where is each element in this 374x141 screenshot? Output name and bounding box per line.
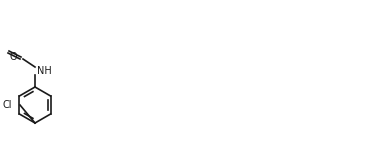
- Text: NH: NH: [37, 66, 52, 76]
- Text: O: O: [9, 52, 17, 62]
- Text: Cl: Cl: [3, 100, 12, 110]
